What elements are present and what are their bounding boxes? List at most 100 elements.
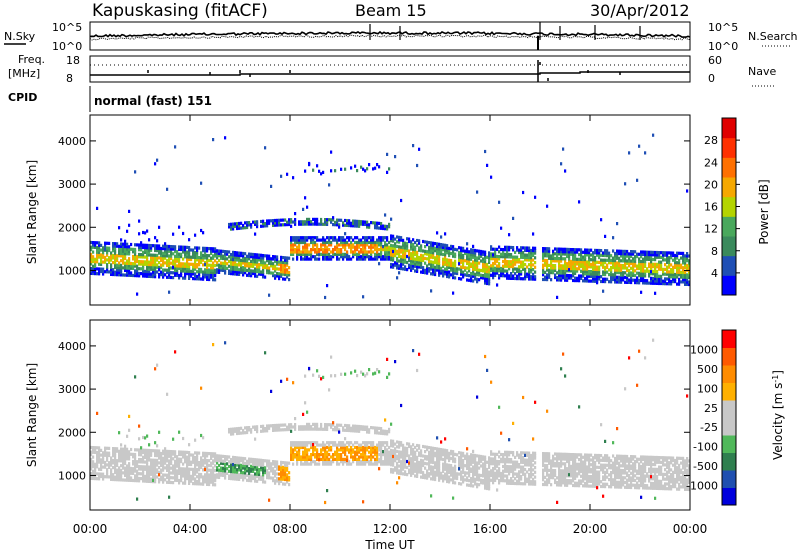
echo-cell (136, 474, 139, 478)
echo-cell (240, 426, 243, 430)
echo-cell (178, 245, 181, 249)
echo-cell (154, 470, 157, 474)
echo-cell (518, 277, 521, 281)
echo-cell (488, 256, 491, 260)
echo-cell (232, 255, 235, 259)
echo-cell (486, 255, 489, 259)
echo-cell (260, 458, 263, 462)
echo-cell (364, 374, 367, 378)
echo-cell (254, 253, 257, 257)
echo-cell (564, 250, 567, 254)
echo-cell (194, 482, 197, 486)
echo-cell (376, 443, 379, 447)
echo-cell (268, 476, 271, 480)
echo-cell (592, 274, 595, 278)
echo-cell (370, 257, 373, 261)
echo-cell (166, 452, 169, 456)
echo-cell (336, 455, 339, 459)
echo-cell (274, 255, 277, 259)
echo-cell (212, 466, 215, 470)
noise-left-tick-top: 10^5 (52, 21, 82, 34)
echo-cell (644, 281, 647, 285)
echo-cell (370, 457, 373, 461)
echo-cell (214, 468, 217, 473)
echo-cell (356, 453, 359, 457)
echo-cell (328, 243, 331, 247)
echo-cell (230, 462, 233, 466)
echo-cell (302, 455, 305, 459)
echo-cell (390, 439, 393, 443)
echo-cell (248, 476, 251, 480)
echo-cell (412, 261, 415, 266)
echo-cell (234, 265, 237, 269)
echo-cell (256, 479, 259, 483)
echo-cell (170, 466, 173, 470)
echo-cell (172, 481, 175, 485)
echo-cell (282, 482, 285, 486)
echo-cell (284, 261, 287, 265)
echo-cell (476, 268, 479, 272)
echo-cell (142, 477, 145, 481)
echo-cell (678, 263, 681, 267)
echo-cell (190, 479, 193, 483)
echo-cell (206, 468, 209, 472)
echo-cell (142, 455, 145, 459)
echo-cell (190, 262, 193, 266)
echo-cell (302, 252, 305, 256)
echo-cell (208, 254, 211, 258)
echo-cell (684, 263, 687, 267)
echo-cell (200, 461, 203, 465)
echo-cell (250, 476, 253, 480)
echo-cell (582, 267, 585, 271)
echo-cell (530, 263, 533, 267)
echo-cell (532, 232, 535, 236)
echo-cell (398, 459, 401, 463)
echo-cell (90, 269, 93, 273)
echo-cell (248, 426, 251, 430)
echo-cell (304, 443, 307, 447)
echo-cell (606, 270, 609, 274)
echo-cell (688, 254, 691, 258)
echo-cell (274, 218, 277, 223)
echo-cell (158, 451, 161, 455)
echo-cell (476, 256, 479, 260)
echo-cell (424, 245, 427, 249)
echo-cell (166, 275, 169, 279)
echo-cell (578, 264, 581, 269)
echo-cell (264, 266, 267, 270)
echo-cell (292, 453, 295, 457)
echo-cell (110, 475, 113, 479)
echo-cell (478, 254, 481, 258)
echo-cell (192, 458, 195, 462)
echo-cell (386, 453, 389, 457)
echo-cell (264, 480, 267, 484)
echo-cell (96, 206, 99, 210)
echo-cell (190, 274, 193, 278)
echo-cell (606, 265, 609, 269)
echo-cell (368, 460, 371, 464)
echo-cell (108, 258, 111, 262)
echo-cell (176, 459, 179, 463)
echo-cell (262, 224, 265, 228)
echo-cell (584, 267, 587, 271)
echo-cell (402, 255, 405, 259)
echo-cell (610, 266, 613, 270)
echo-cell (236, 427, 239, 431)
echo-cell (272, 460, 275, 464)
echo-cell (182, 472, 185, 476)
echo-cell (236, 429, 239, 433)
echo-cell (126, 452, 129, 456)
echo-cell (302, 425, 305, 429)
echo-cell (90, 474, 93, 478)
echo-cell (290, 224, 293, 228)
echo-cell (482, 257, 485, 261)
echo-cell (568, 247, 571, 252)
colorbar-swatch (722, 255, 736, 276)
echo-cell (208, 463, 211, 468)
echo-cell (334, 238, 337, 242)
echo-cell (288, 256, 291, 260)
echo-cell (236, 458, 239, 462)
echo-cell (384, 462, 387, 466)
echo-cell (138, 437, 141, 441)
echo-cell (332, 250, 335, 254)
